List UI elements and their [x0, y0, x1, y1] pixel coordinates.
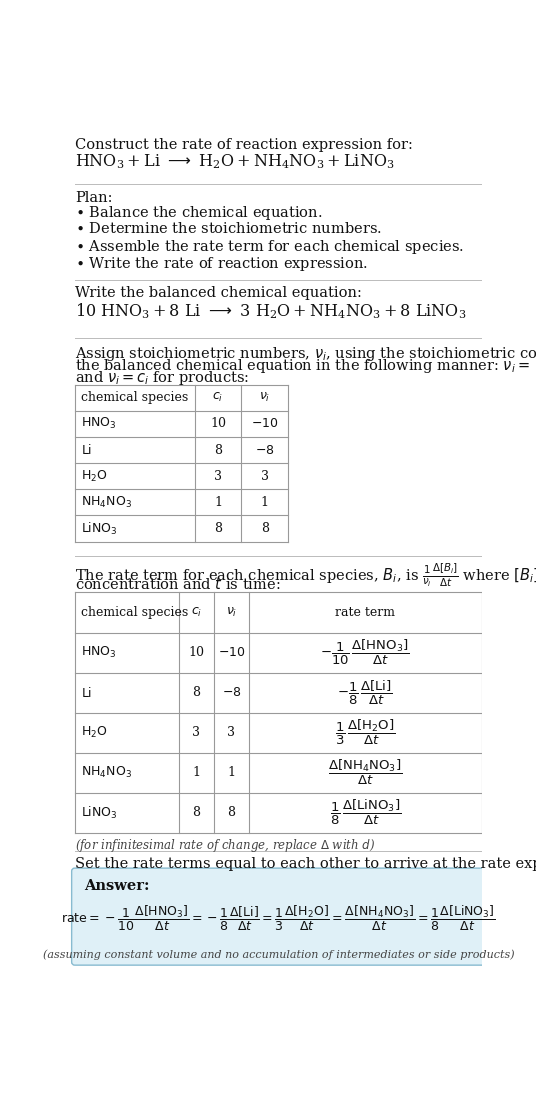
Text: $-\dfrac{1}{8}\,\dfrac{\Delta[\mathrm{Li}]}{\Delta t}$: $-\dfrac{1}{8}\,\dfrac{\Delta[\mathrm{Li… [338, 679, 393, 706]
Text: rate term: rate term [336, 606, 396, 619]
Text: chemical species: chemical species [81, 392, 188, 404]
Text: 10: 10 [210, 417, 226, 430]
Text: $\mathregular{10\ HNO_3 + 8\ Li} \ {\longrightarrow} \ \mathregular{3\ H_2O + NH: $\mathregular{10\ HNO_3 + 8\ Li} \ {\lon… [75, 301, 466, 321]
Text: $\bullet$ Determine the stoichiometric numbers.: $\bullet$ Determine the stoichiometric n… [75, 221, 382, 236]
Text: (for infinitesimal rate of change, replace $\Delta$ with $d$): (for infinitesimal rate of change, repla… [75, 837, 375, 855]
Text: 3: 3 [227, 726, 235, 739]
Text: 8: 8 [192, 806, 200, 820]
Text: and $\nu_i = c_i$ for products:: and $\nu_i = c_i$ for products: [75, 370, 249, 387]
Text: $\bullet$ Write the rate of reaction expression.: $\bullet$ Write the rate of reaction exp… [75, 255, 368, 273]
Text: concentration and $t$ is time:: concentration and $t$ is time: [75, 575, 280, 592]
Text: chemical species: chemical species [81, 606, 188, 619]
Text: $\mathrm{NH_4NO_3}$: $\mathrm{NH_4NO_3}$ [81, 766, 132, 780]
Text: The rate term for each chemical species, $B_i$, is $\frac{1}{\nu_i}\frac{\Delta[: The rate term for each chemical species,… [75, 562, 536, 590]
Text: 1: 1 [260, 496, 269, 509]
Text: $\mathrm{HNO_3}$: $\mathrm{HNO_3}$ [81, 645, 116, 660]
Text: 3: 3 [192, 726, 200, 739]
Text: the balanced chemical equation in the following manner: $\nu_i = -c_i$ for react: the balanced chemical equation in the fo… [75, 356, 536, 375]
Text: 10: 10 [189, 646, 204, 659]
Text: 8: 8 [260, 522, 269, 535]
Text: Construct the rate of reaction expression for:: Construct the rate of reaction expressio… [75, 139, 413, 152]
Text: 1: 1 [227, 766, 235, 779]
Text: 8: 8 [214, 522, 222, 535]
Text: $-10$: $-10$ [218, 646, 245, 659]
Text: (assuming constant volume and no accumulation of intermediates or side products): (assuming constant volume and no accumul… [43, 949, 515, 960]
Text: $\mathrm{rate} = -\dfrac{1}{10}\dfrac{\Delta[\mathrm{HNO_3}]}{\Delta t} = -\dfra: $\mathrm{rate} = -\dfrac{1}{10}\dfrac{\D… [61, 904, 496, 934]
Text: $c_i$: $c_i$ [212, 392, 224, 404]
Text: $\mathrm{HNO_3}$: $\mathrm{HNO_3}$ [81, 416, 116, 431]
Text: 8: 8 [214, 443, 222, 456]
Text: $-10$: $-10$ [251, 417, 278, 430]
Text: Write the balanced chemical equation:: Write the balanced chemical equation: [75, 286, 362, 300]
Text: $\mathregular{HNO_3 + Li} \ {\longrightarrow} \ \mathregular{H_2O + NH_4NO_3 + L: $\mathregular{HNO_3 + Li} \ {\longrighta… [75, 152, 394, 170]
Text: Set the rate terms equal to each other to arrive at the rate expression:: Set the rate terms equal to each other t… [75, 857, 536, 871]
Text: $\dfrac{1}{3}\,\dfrac{\Delta[\mathrm{H_2O}]}{\Delta t}$: $\dfrac{1}{3}\,\dfrac{\Delta[\mathrm{H_2… [335, 718, 396, 747]
Text: $-\dfrac{1}{10}\,\dfrac{\Delta[\mathrm{HNO_3}]}{\Delta t}$: $-\dfrac{1}{10}\,\dfrac{\Delta[\mathrm{H… [321, 638, 410, 667]
Text: $\mathrm{Li}$: $\mathrm{Li}$ [81, 685, 92, 700]
Text: $\bullet$ Assemble the rate term for each chemical species.: $\bullet$ Assemble the rate term for eac… [75, 239, 464, 256]
Text: $-8$: $-8$ [221, 686, 241, 700]
FancyBboxPatch shape [72, 868, 486, 965]
Text: $\mathrm{LiNO_3}$: $\mathrm{LiNO_3}$ [81, 804, 117, 821]
Text: Assign stoichiometric numbers, $\nu_i$, using the stoichiometric coefficients, $: Assign stoichiometric numbers, $\nu_i$, … [75, 344, 536, 363]
Text: 3: 3 [214, 470, 222, 483]
Text: $c_i$: $c_i$ [191, 606, 202, 619]
Text: Answer:: Answer: [84, 879, 150, 893]
Text: $\mathrm{H_2O}$: $\mathrm{H_2O}$ [81, 469, 108, 484]
Text: $-8$: $-8$ [255, 443, 274, 456]
Text: $\bullet$ Balance the chemical equation.: $\bullet$ Balance the chemical equation. [75, 205, 322, 222]
Text: 1: 1 [192, 766, 200, 779]
Text: $\mathrm{H_2O}$: $\mathrm{H_2O}$ [81, 725, 108, 740]
Text: $\mathrm{NH_4NO_3}$: $\mathrm{NH_4NO_3}$ [81, 495, 132, 510]
Text: $\dfrac{1}{8}\,\dfrac{\Delta[\mathrm{LiNO_3}]}{\Delta t}$: $\dfrac{1}{8}\,\dfrac{\Delta[\mathrm{LiN… [330, 799, 401, 827]
Text: 3: 3 [260, 470, 269, 483]
Text: 8: 8 [192, 686, 200, 700]
Text: $\nu_i$: $\nu_i$ [226, 606, 237, 619]
Text: $\mathrm{LiNO_3}$: $\mathrm{LiNO_3}$ [81, 520, 117, 537]
Text: 8: 8 [227, 806, 235, 820]
Text: $\dfrac{\Delta[\mathrm{NH_4NO_3}]}{\Delta t}$: $\dfrac{\Delta[\mathrm{NH_4NO_3}]}{\Delt… [328, 758, 403, 788]
Text: $\mathrm{Li}$: $\mathrm{Li}$ [81, 443, 92, 456]
Text: $\nu_i$: $\nu_i$ [259, 392, 270, 404]
Text: 1: 1 [214, 496, 222, 509]
Text: Plan:: Plan: [75, 190, 112, 205]
